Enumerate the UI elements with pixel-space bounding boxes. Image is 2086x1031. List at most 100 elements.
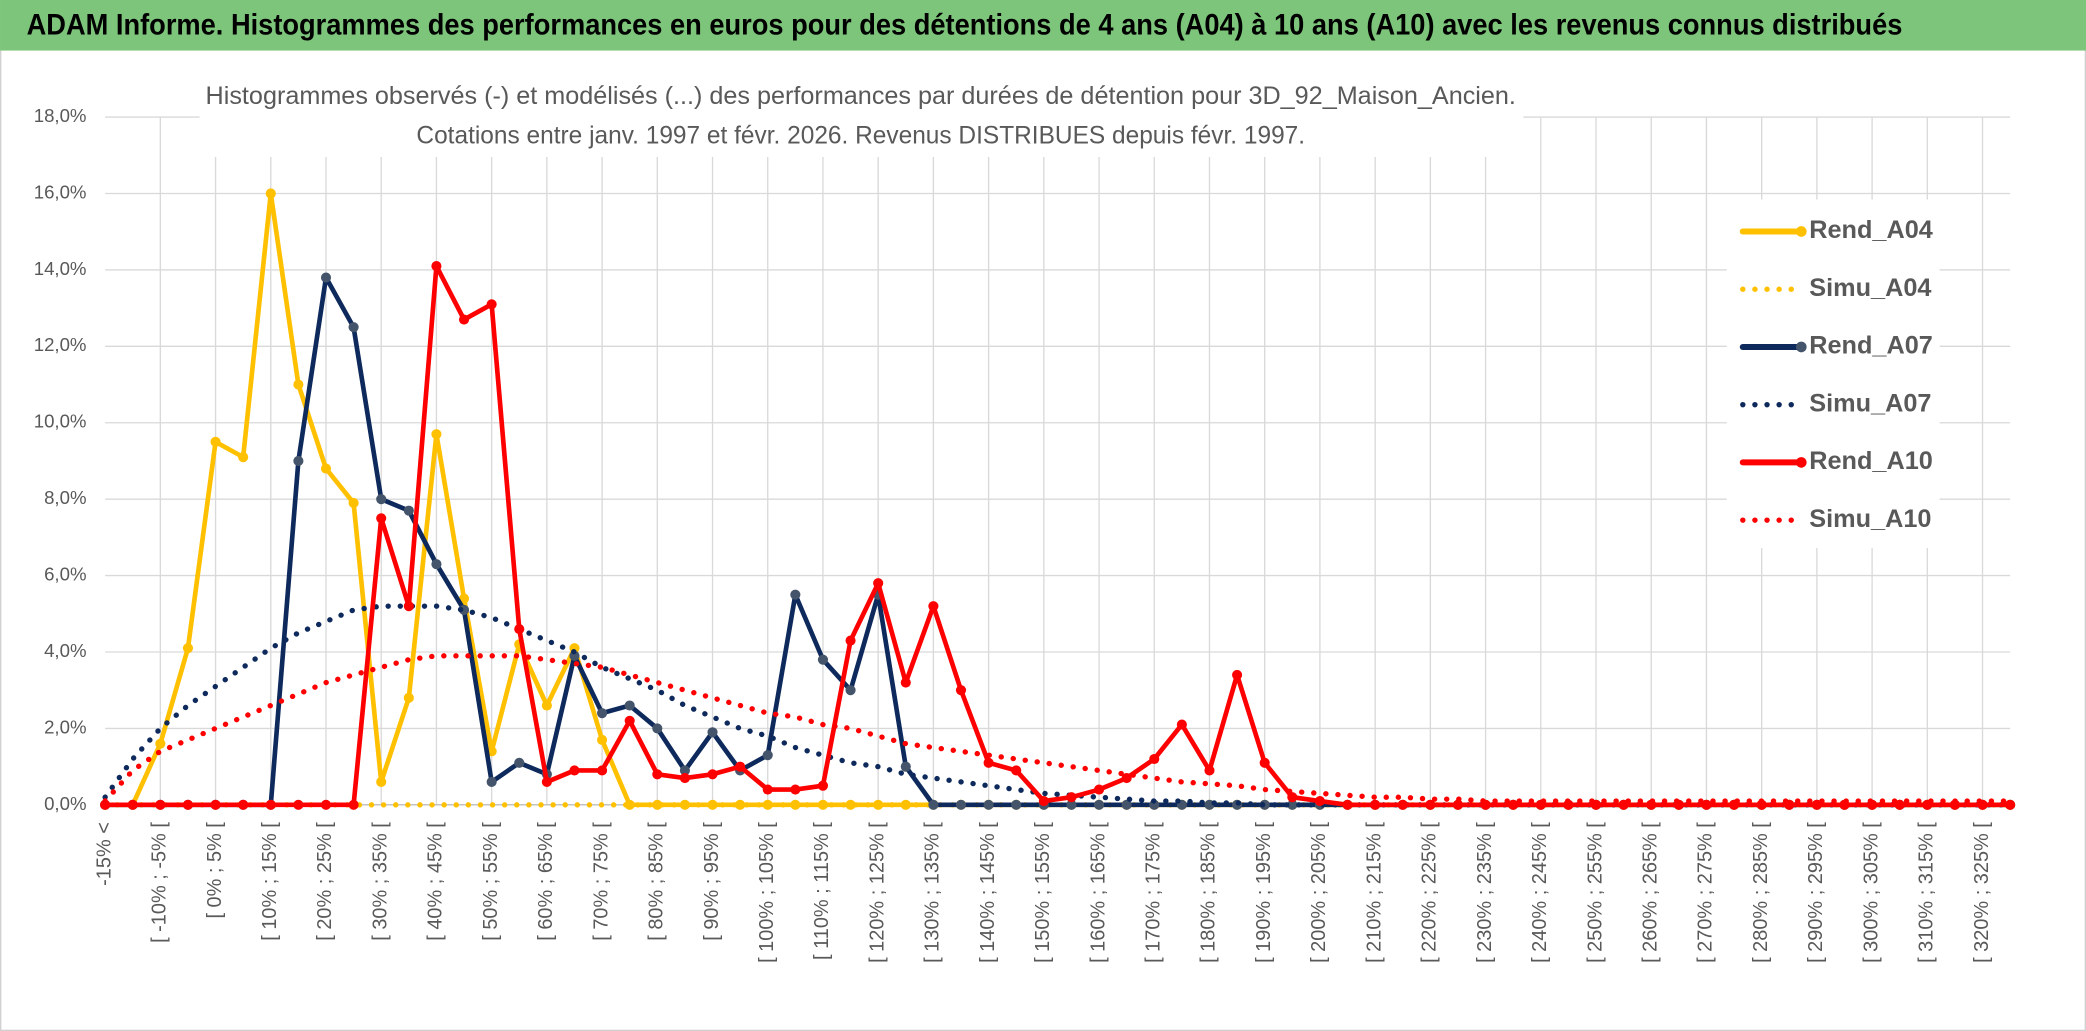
chart-title: Histogrammes observés (-) et modélisés (…	[206, 82, 1516, 110]
y-tick-label: 2,0%	[44, 716, 86, 737]
data-point	[652, 769, 663, 780]
data-point	[1011, 799, 1022, 810]
data-point	[155, 738, 166, 749]
chart: 0,0% 2,0% 4,0% 6,0% 8,0% 10,0% 12,0% 14,0% 16,0%…	[34, 77, 2016, 963]
x-tick-label: [ 70% ; 75% [	[590, 822, 612, 941]
data-point	[652, 799, 663, 810]
data-point	[817, 799, 829, 810]
x-tick-label: [ -10% ; -5% [	[149, 822, 171, 943]
data-point	[928, 601, 939, 612]
x-tick-label: [ 130% ; 135% [	[922, 822, 944, 963]
x-tick-label: [ 220% ; 225% [	[1419, 822, 1441, 963]
data-point	[376, 513, 387, 524]
x-tick-label: [ 20% ; 25% [	[314, 822, 336, 941]
y-tick-label: 18,0%	[34, 105, 87, 126]
x-tick-label: [ 280% ; 285% [	[1750, 822, 1772, 963]
series-line	[102, 603, 2013, 808]
data-point	[1149, 753, 1160, 765]
x-tick-label: [ 60% ; 65% [	[535, 822, 557, 941]
data-point	[403, 505, 414, 516]
data-point	[1314, 795, 1325, 807]
x-tick-label: [ 10% ; 15% [	[259, 822, 281, 941]
data-point	[210, 436, 221, 447]
data-point	[1370, 799, 1381, 810]
data-point	[597, 765, 608, 776]
x-tick-label: [ 160% ; 165% [	[1087, 822, 1109, 963]
legend-background	[1726, 199, 1940, 549]
data-point	[1066, 799, 1077, 810]
data-point	[265, 188, 276, 199]
data-point	[541, 776, 552, 787]
legend-label: Rend_A07	[1809, 332, 1933, 360]
x-tick-label: [ 90% ; 95% [	[701, 822, 723, 941]
data-point	[1204, 765, 1215, 776]
x-tick-label: [ 210% ; 215% [	[1363, 822, 1385, 963]
x-tick-label: [ 260% ; 265% [	[1639, 822, 1661, 963]
data-point	[1232, 669, 1243, 680]
data-point	[679, 773, 690, 784]
data-point	[431, 261, 442, 272]
x-tick-label: [ 240% ; 245% [	[1529, 822, 1551, 963]
legend-marker	[1795, 457, 1807, 468]
header-bar	[0, 0, 2086, 51]
data-point	[1397, 799, 1408, 810]
x-tick-label: [ 200% ; 205% [	[1308, 822, 1330, 963]
legend-marker	[1795, 226, 1807, 237]
data-point	[320, 272, 332, 283]
data-point	[624, 715, 635, 726]
x-tick-label: [ 170% ; 175% [	[1143, 822, 1165, 963]
data-point	[100, 799, 111, 810]
data-point	[458, 314, 470, 325]
data-point	[238, 452, 249, 463]
y-tick-label: 16,0%	[34, 181, 87, 202]
data-point	[320, 463, 332, 474]
data-point	[652, 723, 663, 734]
data-point	[182, 643, 194, 654]
y-tick-label: 14,0%	[34, 258, 87, 279]
data-point	[1811, 799, 1822, 810]
legend-label: Rend_A04	[1809, 216, 1933, 244]
data-point	[320, 799, 332, 810]
data-point	[293, 799, 304, 810]
data-point	[514, 624, 525, 635]
data-point	[762, 750, 773, 761]
legend-label: Simu_A10	[1809, 505, 1931, 533]
data-point	[155, 799, 166, 810]
data-point	[624, 799, 635, 810]
data-point	[265, 799, 276, 810]
data-point	[431, 429, 442, 440]
x-tick-label: [ 0% ; 5% [	[204, 822, 226, 919]
x-tick-label: [ 190% ; 195% [	[1253, 822, 1275, 963]
data-point	[293, 455, 304, 467]
x-tick-label: [ 50% ; 55% [	[480, 822, 502, 941]
data-point	[1038, 795, 1049, 807]
header-title: ADAM Informe. Histogrammes des performan…	[27, 9, 1903, 41]
data-point	[679, 765, 690, 776]
y-tick-label: 6,0%	[44, 564, 86, 585]
data-point	[1259, 757, 1270, 768]
data-point	[955, 685, 967, 696]
x-tick-label: [ 40% ; 45% [	[425, 822, 447, 941]
data-point	[790, 589, 801, 600]
data-point	[983, 799, 994, 810]
data-point	[1011, 765, 1022, 776]
data-point	[376, 494, 387, 505]
x-tick-label: [ 290% ; 295% [	[1805, 822, 1827, 963]
data-point	[790, 784, 801, 795]
x-tick-label: [ 100% ; 105% [	[756, 822, 778, 963]
data-point	[845, 685, 856, 696]
data-point	[1093, 784, 1105, 795]
y-tick-label: 0,0%	[44, 793, 86, 814]
data-point	[983, 757, 994, 768]
y-tick-label: 10,0%	[34, 411, 87, 432]
x-tick-label: [ 320% ; 325% [	[1971, 822, 1993, 963]
x-tick-label: [ 140% ; 145% [	[977, 822, 999, 963]
data-point	[817, 654, 829, 665]
data-point	[707, 727, 718, 738]
data-point	[900, 761, 911, 772]
data-point	[928, 799, 939, 810]
x-tick-label: [ 250% ; 255% [	[1584, 822, 1606, 963]
data-point	[845, 635, 856, 646]
x-tick-label: [ 180% ; 185% [	[1198, 822, 1220, 963]
